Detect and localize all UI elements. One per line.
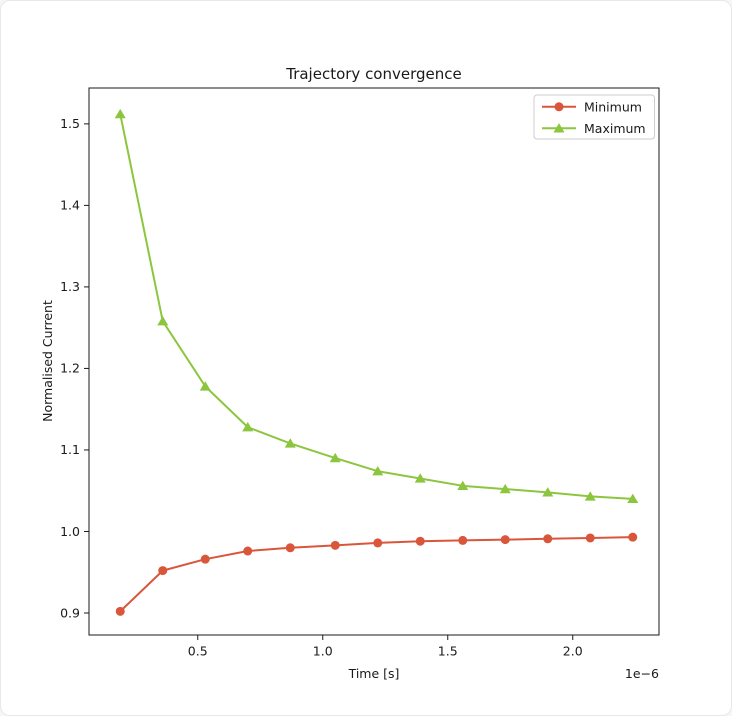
data-point-minimum	[158, 566, 168, 576]
legend-sample-marker-minimum	[554, 102, 564, 112]
data-point-maximum	[457, 480, 469, 491]
y-tick-label: 1.1	[60, 442, 80, 457]
data-point-maximum	[499, 483, 511, 494]
data-point-minimum	[415, 536, 425, 546]
plot-frame	[88, 87, 660, 636]
data-point-minimum	[285, 543, 295, 553]
series-layer	[114, 108, 639, 616]
data-point-maximum	[372, 465, 384, 476]
axes-layer: 0.5 1.0 1.5 2.0 0.9 1.0 1.1 1.2 1.3 1.4 1.5	[60, 116, 583, 658]
x-tick-label: 1.5	[438, 644, 458, 659]
x-axis-label: Time [s]	[348, 666, 400, 681]
chart-title: Trajectory convergence	[285, 65, 462, 83]
data-point-maximum	[157, 315, 169, 326]
y-tick-label: 0.9	[60, 605, 80, 620]
data-point-maximum	[114, 108, 126, 119]
data-point-minimum	[628, 532, 638, 542]
legend: Minimum Maximum	[533, 94, 655, 140]
data-point-maximum	[329, 452, 341, 463]
series-line-minimum	[119, 536, 633, 613]
data-point-minimum	[373, 538, 383, 548]
data-point-maximum	[284, 438, 296, 448]
series-line-maximum	[119, 113, 633, 500]
y-tick-label: 1.5	[60, 116, 80, 131]
data-point-maximum	[242, 421, 254, 432]
legend-samples	[542, 102, 576, 133]
data-point-minimum	[330, 540, 340, 550]
series-maximum	[114, 108, 639, 504]
data-point-minimum	[115, 606, 125, 616]
data-point-minimum	[543, 534, 553, 544]
data-point-maximum	[542, 487, 554, 497]
data-point-maximum	[627, 493, 639, 504]
data-point-minimum	[200, 554, 210, 564]
data-point-maximum	[414, 473, 426, 483]
x-axis-offset-label: 1e−6	[625, 666, 659, 681]
series-minimum	[115, 532, 638, 616]
x-tick-label: 2.0	[563, 644, 583, 659]
data-point-maximum	[199, 381, 211, 391]
data-point-minimum	[243, 546, 253, 556]
data-point-minimum	[458, 535, 468, 545]
x-tick-label: 0.5	[188, 644, 208, 659]
y-tick-label: 1.2	[60, 361, 80, 376]
y-tick-label: 1.4	[60, 198, 80, 213]
y-tick-label: 1.3	[60, 279, 80, 294]
data-point-maximum	[584, 491, 596, 501]
data-point-minimum	[585, 533, 595, 543]
x-tick-label: 1.0	[313, 644, 333, 659]
legend-label-minimum: Minimum	[584, 99, 642, 114]
y-axis-label: Normalised Current	[40, 300, 55, 422]
y-tick-label: 1.0	[60, 524, 80, 539]
legend-sample-marker-maximum	[553, 123, 565, 133]
data-point-minimum	[500, 535, 510, 545]
legend-label-maximum: Maximum	[584, 121, 646, 136]
